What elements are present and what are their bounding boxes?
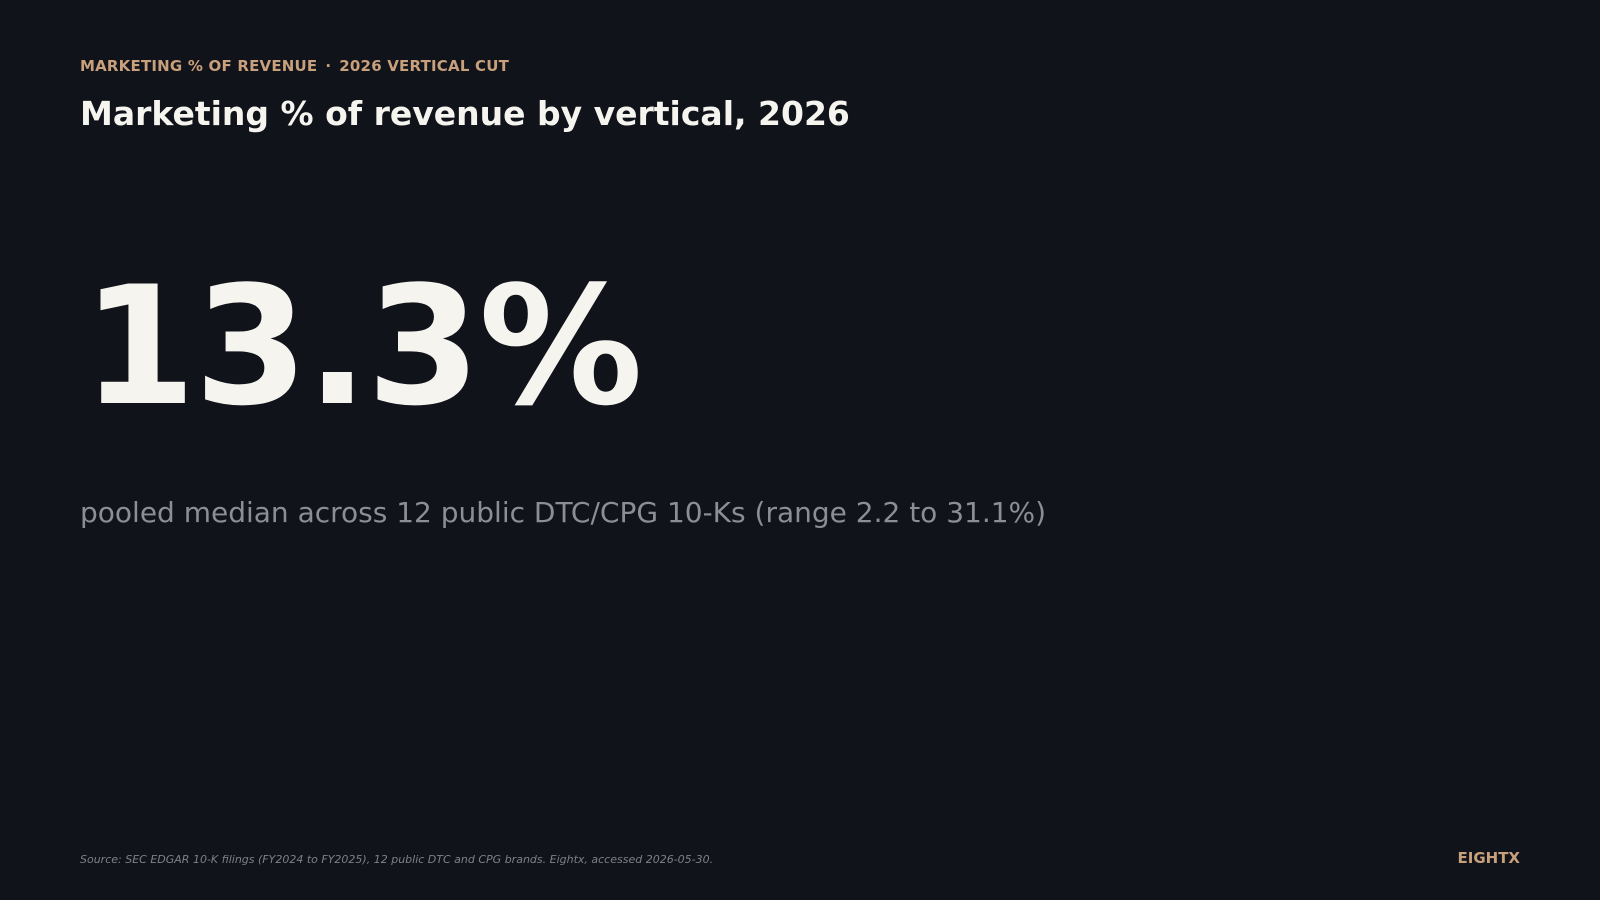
eyebrow: MARKETING % OF REVENUE · 2026 VERTICAL CUT bbox=[80, 57, 509, 75]
headline-value: 13.3% bbox=[82, 251, 643, 442]
page-title: Marketing % of revenue by vertical, 2026 bbox=[80, 94, 850, 133]
eyebrow-separator: · bbox=[325, 57, 332, 75]
source-note: Source: SEC EDGAR 10-K filings (FY2024 t… bbox=[80, 853, 714, 866]
eyebrow-right: 2026 VERTICAL CUT bbox=[339, 57, 510, 75]
value-caption: pooled median across 12 public DTC/CPG 1… bbox=[80, 496, 1047, 529]
brand-logo: EIGHTX bbox=[1457, 849, 1521, 867]
eyebrow-left: MARKETING % OF REVENUE bbox=[80, 57, 318, 75]
